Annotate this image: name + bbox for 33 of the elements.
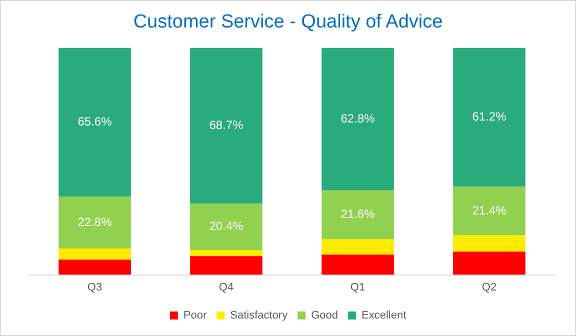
x-tick-label: Q3 xyxy=(87,281,102,294)
bar xyxy=(190,250,262,256)
bar xyxy=(453,252,526,275)
x-tick-label: Q4 xyxy=(218,281,234,294)
bar xyxy=(190,256,262,275)
legend-label: Excellent xyxy=(361,310,406,322)
bar xyxy=(322,190,394,240)
bar xyxy=(453,235,526,252)
bar xyxy=(453,186,526,236)
data-label: 20.4% xyxy=(209,219,244,234)
bar xyxy=(58,260,131,275)
data-label: 22.8% xyxy=(78,214,112,229)
bar xyxy=(453,48,526,187)
bar xyxy=(58,196,131,248)
data-label: 62.8% xyxy=(340,111,376,126)
bar xyxy=(322,239,394,255)
x-tick-label: Q2 xyxy=(482,281,497,294)
chart-title: Customer Service - Quality of Advice xyxy=(133,12,443,33)
bar xyxy=(190,204,262,250)
legend-label: Satisfactory xyxy=(230,310,288,322)
data-label: 68.7% xyxy=(209,118,244,132)
bar xyxy=(322,48,394,190)
x-tick-label: Q1 xyxy=(350,281,366,294)
data-label: 61.2% xyxy=(472,110,507,124)
data-label: 21.4% xyxy=(472,203,507,218)
data-label: 21.6% xyxy=(340,207,376,222)
bar xyxy=(190,48,262,204)
legend-label: Poor xyxy=(183,310,207,322)
bar xyxy=(58,48,131,197)
bar xyxy=(58,248,131,260)
bar xyxy=(322,254,394,275)
data-label: 65.6% xyxy=(78,114,112,129)
legend-label: Good xyxy=(311,310,338,322)
